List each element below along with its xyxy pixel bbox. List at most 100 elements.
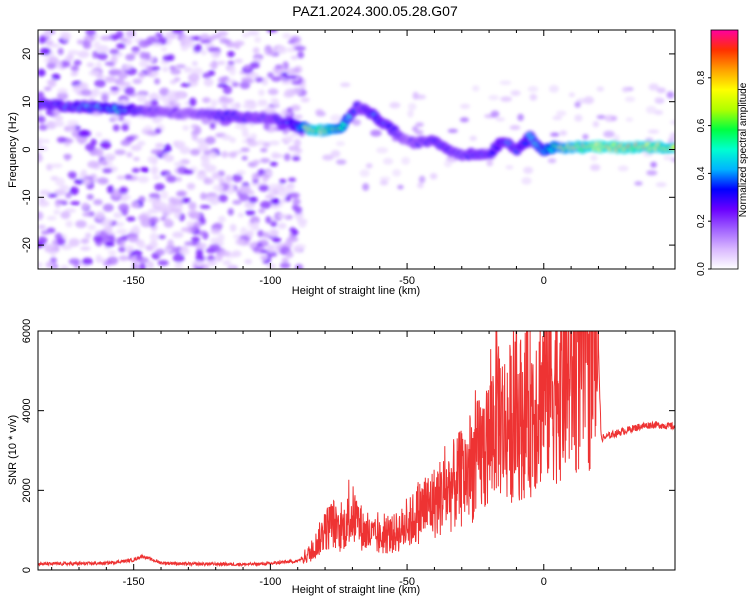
spectrogram-cell xyxy=(212,184,224,192)
spectrogram-cell xyxy=(249,61,260,69)
spectrogram-cell xyxy=(225,174,233,183)
spectrogram-xlabel: Height of straight line (km) xyxy=(292,285,420,297)
spectrogram-cell xyxy=(210,200,218,206)
spectrogram-xtick-label: 0 xyxy=(541,275,547,287)
spectrogram-cell xyxy=(107,256,119,266)
snr-xtick-label: -150 xyxy=(123,576,145,588)
snr-xtick-label: -100 xyxy=(259,576,281,588)
spectrogram-cell xyxy=(120,196,128,202)
spectrogram-cell xyxy=(274,64,283,70)
spectrogram-cell xyxy=(49,256,57,264)
spectrogram-cell xyxy=(221,151,229,158)
snr-ytick-label: 6000 xyxy=(21,319,33,343)
spectrogram-cell xyxy=(646,170,658,176)
spectrogram-cell xyxy=(495,117,506,122)
spectrogram-cell xyxy=(126,151,133,158)
spectrogram-cell xyxy=(234,58,244,64)
spectrogram-cell xyxy=(277,222,287,230)
spectrogram-cell xyxy=(222,85,233,95)
spectrogram-cell xyxy=(322,154,334,161)
spectrogram-cell xyxy=(88,70,101,77)
spectrogram-ytick-label: 0 xyxy=(21,146,33,152)
spectrogram-cell xyxy=(138,262,147,269)
spectrogram-cell xyxy=(159,87,170,97)
spectrogram-cell xyxy=(173,161,185,167)
spectrogram-cell xyxy=(148,216,159,224)
spectrogram-cell xyxy=(211,172,221,180)
spectrogram-cell xyxy=(61,244,73,251)
spectrogram-cell xyxy=(414,129,424,135)
spectrogram-cell xyxy=(257,229,264,238)
spectrogram-cell xyxy=(523,166,534,174)
spectrogram-cell xyxy=(45,40,54,45)
spectrogram-cell xyxy=(85,30,96,36)
spectrogram-cell xyxy=(229,223,237,232)
spectrogram-cell xyxy=(131,249,143,256)
spectrogram-cell xyxy=(119,85,126,92)
spectrogram-cell xyxy=(47,78,57,88)
spectrogram-cell xyxy=(271,204,281,210)
spectrogram-cell xyxy=(118,115,125,122)
spectrogram-cell xyxy=(285,239,293,248)
spectrogram-cell xyxy=(163,143,172,153)
spectrogram-cell xyxy=(207,47,220,52)
spectrogram-cell xyxy=(179,146,191,155)
spectrogram-cell xyxy=(663,155,674,161)
spectrogram-cell xyxy=(48,56,59,64)
spectrogram-cell xyxy=(69,124,76,133)
spectrogram-cell xyxy=(44,243,55,248)
spectrogram-cell xyxy=(95,211,105,220)
spectrogram-cell xyxy=(285,250,294,258)
spectrogram-cell xyxy=(289,88,302,95)
spectrogram-cell xyxy=(583,96,595,105)
spectrogram-cell xyxy=(95,132,103,138)
spectrogram-cell xyxy=(160,190,169,200)
spectrogram-cell xyxy=(116,175,126,180)
spectrogram-cell xyxy=(136,140,146,146)
spectrogram-cell xyxy=(130,144,142,152)
spectrogram-cell xyxy=(97,177,109,185)
colorbar-ticks: 0.0 0.2 0.4 0.6 0.8 xyxy=(696,70,711,276)
spectrogram-cell xyxy=(124,174,133,180)
spectrogram-cell xyxy=(397,184,404,190)
spectrogram-cell xyxy=(288,145,300,152)
spectrogram-cell xyxy=(127,234,139,243)
spectrogram-cell xyxy=(365,163,373,169)
spectrogram-cell xyxy=(235,238,245,246)
spectrogram-cell xyxy=(176,141,186,148)
spectrogram-cell xyxy=(61,31,72,41)
spectrogram-cell xyxy=(125,53,136,61)
spectrogram-cell xyxy=(217,215,226,223)
spectrogram-cell xyxy=(240,226,248,236)
spectrogram-cell xyxy=(269,161,278,167)
spectrogram-cell xyxy=(133,156,140,162)
spectrogram-cell xyxy=(256,140,265,146)
spectrogram-cell xyxy=(157,259,169,266)
spectrogram-cell xyxy=(291,204,299,211)
spectrogram-cell xyxy=(137,71,146,78)
spectrogram-cell xyxy=(290,104,301,112)
spectrogram-cell xyxy=(429,172,438,180)
spectrogram-cell xyxy=(86,62,95,68)
spectrogram-cell xyxy=(625,117,634,122)
spectrogram-cell xyxy=(252,221,259,230)
spectrogram-cell xyxy=(203,177,214,185)
spectrogram-cell xyxy=(655,182,667,188)
spectrogram-cell xyxy=(154,127,162,134)
spectrogram-cell xyxy=(244,259,253,265)
spectrogram-cell xyxy=(486,159,494,167)
spectrogram-cell xyxy=(248,196,258,204)
spectrogram-cell xyxy=(242,103,252,109)
spectrogram-cell xyxy=(352,119,361,126)
spectrogram-cell xyxy=(110,114,119,122)
spectrogram-cell xyxy=(152,175,161,180)
spectrogram-cell xyxy=(150,148,163,155)
spectrogram-cell xyxy=(175,177,182,182)
spectrogram-cell xyxy=(104,61,115,66)
spectrogram-cell xyxy=(168,197,177,203)
spectrogram-cell xyxy=(81,257,94,266)
spectrogram-cell xyxy=(268,140,280,146)
spectrogram-cell xyxy=(232,199,242,205)
spectrogram-cell xyxy=(234,124,246,129)
spectrogram-cell xyxy=(634,181,643,186)
